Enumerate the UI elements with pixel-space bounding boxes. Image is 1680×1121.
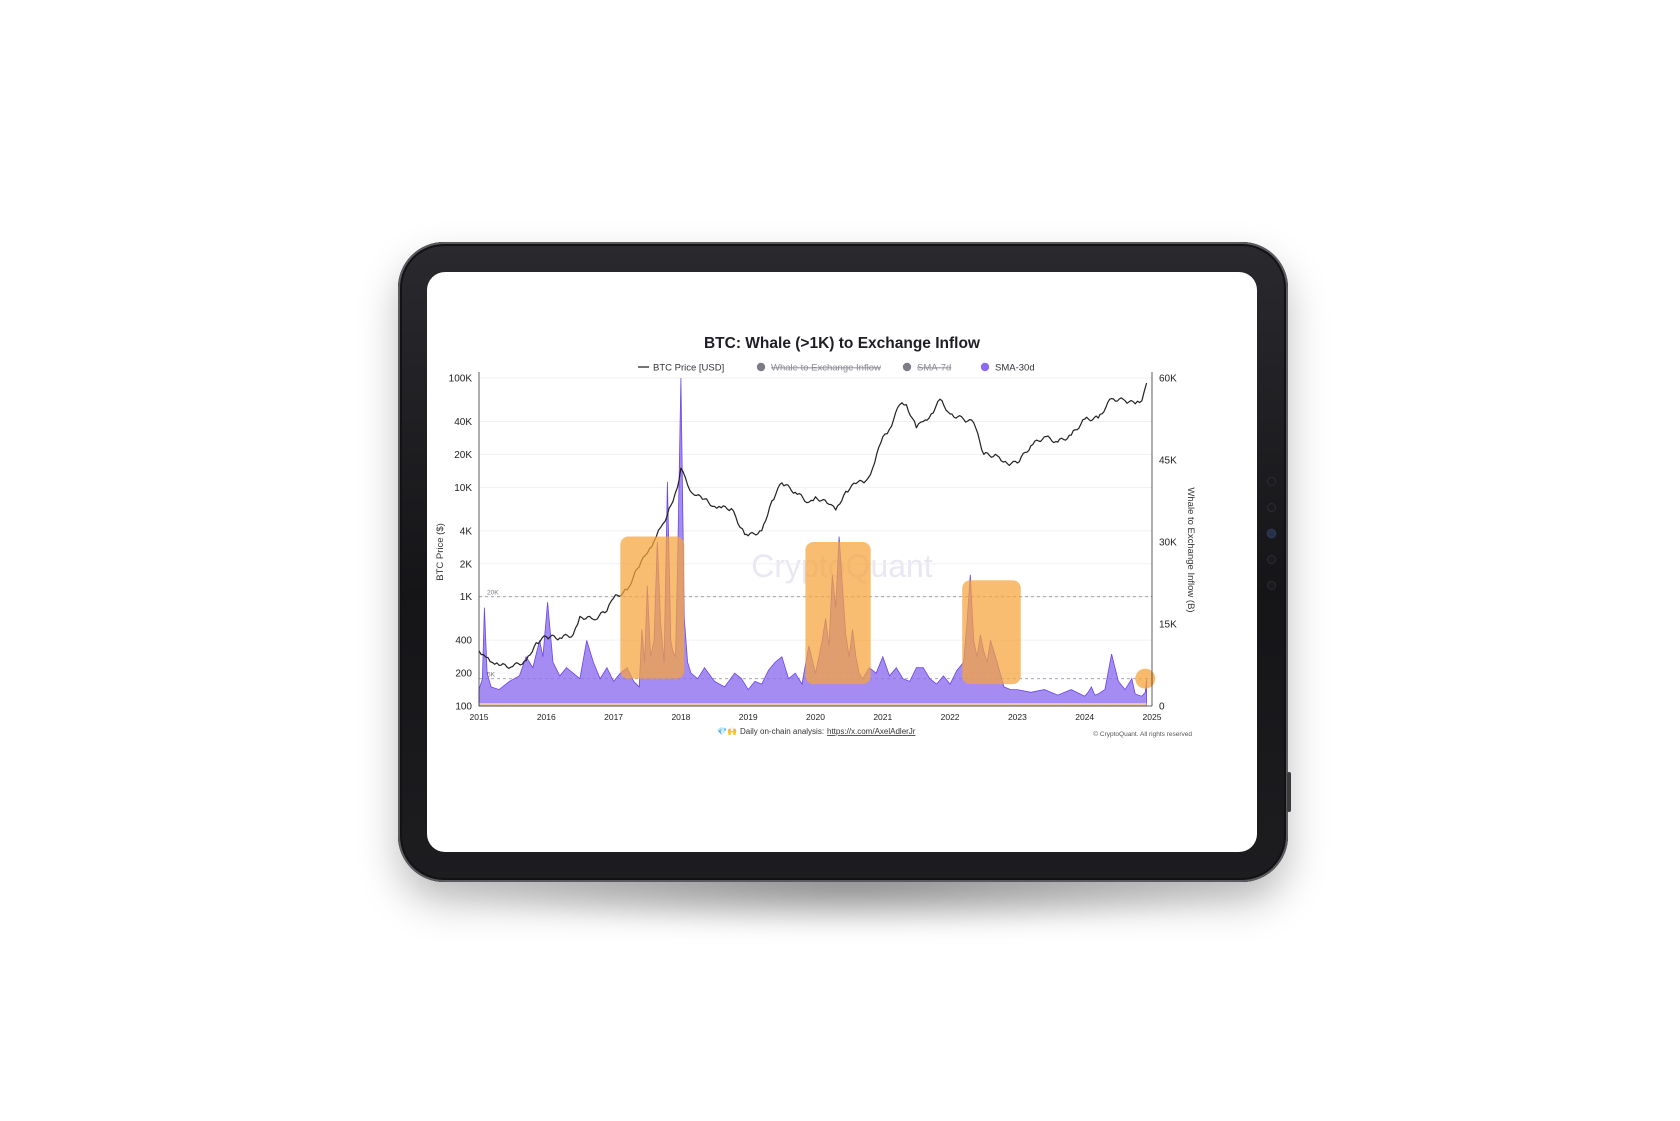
y-left-axis-label: BTC Price ($)	[435, 523, 446, 581]
sensor-dot	[1268, 478, 1275, 485]
legend-item: SMA-30d	[981, 363, 1035, 374]
x-tick-label: 2019	[739, 712, 758, 722]
y-right-axis-label: Whale to Exchange Inflow (B)	[1185, 487, 1196, 612]
legend-dot-marker	[903, 363, 911, 371]
y-right-tick-label: 60K	[1159, 374, 1177, 385]
x-tick-label: 2020	[806, 712, 825, 722]
legend-item: SMA-7d	[903, 363, 952, 374]
highlight-box	[805, 542, 870, 684]
legend-label: Whale to Exchange Inflow	[771, 363, 881, 374]
y-left-tick-label: 2K	[460, 559, 473, 570]
baseline-band	[479, 703, 1147, 706]
reference-line-label: 20K	[487, 590, 499, 597]
x-tick-label: 2021	[873, 712, 892, 722]
y-left-tick-label: 20K	[454, 450, 472, 461]
footer-emoji: 💎🙌	[717, 727, 737, 736]
y-left-tick-label: 100	[455, 702, 472, 713]
legend-label: SMA-30d	[995, 363, 1035, 374]
legend-label: BTC Price [USD]	[653, 363, 724, 374]
copyright: © CryptoQuant. All rights reserved	[1093, 730, 1192, 738]
y-left-tick-label: 200	[455, 669, 472, 680]
footer-link[interactable]: https://x.com/AxelAdlerJr	[827, 727, 916, 736]
y-left-tick-label: 400	[455, 636, 472, 647]
camera-icon	[1268, 530, 1275, 537]
legend-dot-marker	[981, 363, 989, 371]
x-tick-label: 2025	[1143, 712, 1162, 722]
highlight-box	[962, 580, 1021, 684]
legend-dot-marker	[757, 363, 765, 371]
legend-label: SMA-7d	[917, 363, 951, 374]
volume-button	[1287, 772, 1291, 812]
x-tick-label: 2017	[604, 712, 623, 722]
chart-footer: 💎🙌 Daily on-chain analysis: https://x.com/…	[717, 727, 1192, 738]
y-right-tick-label: 0	[1159, 702, 1165, 713]
legend-item: BTC Price [USD]	[638, 363, 724, 374]
x-tick-label: 2022	[941, 712, 960, 722]
chart-title: BTC: Whale (>1K) to Exchange Inflow	[704, 335, 981, 352]
y-right-tick-label: 15K	[1159, 620, 1177, 631]
sensor-dot	[1268, 504, 1275, 511]
y-left-tick-label: 4K	[460, 526, 473, 537]
x-tick-label: 2024	[1075, 712, 1094, 722]
tablet-screen: BTC: Whale (>1K) to Exchange Inflow BTC …	[427, 272, 1257, 852]
y-left-tick-label: 40K	[454, 417, 472, 428]
sensor-dot	[1268, 556, 1275, 563]
chart: BTC: Whale (>1K) to Exchange Inflow BTC …	[427, 272, 1257, 852]
y-left-tick-label: 10K	[454, 483, 472, 494]
legend: BTC Price [USD] Whale to Exchange Inflow S…	[638, 363, 1035, 374]
y-left-tick-label: 1K	[460, 592, 473, 603]
x-tick-label: 2023	[1008, 712, 1027, 722]
highlight-box	[620, 537, 684, 679]
y-left-tick-label: 100K	[449, 374, 473, 385]
legend-item: Whale to Exchange Inflow	[757, 363, 881, 374]
footer-text: Daily on-chain analysis:	[740, 727, 824, 736]
x-tick-label: 2015	[470, 712, 489, 722]
x-tick-label: 2018	[671, 712, 690, 722]
y-right-tick-label: 45K	[1159, 456, 1177, 467]
y-right-tick-label: 30K	[1159, 538, 1177, 549]
x-tick-label: 2016	[537, 712, 556, 722]
sensor-dot	[1268, 582, 1275, 589]
